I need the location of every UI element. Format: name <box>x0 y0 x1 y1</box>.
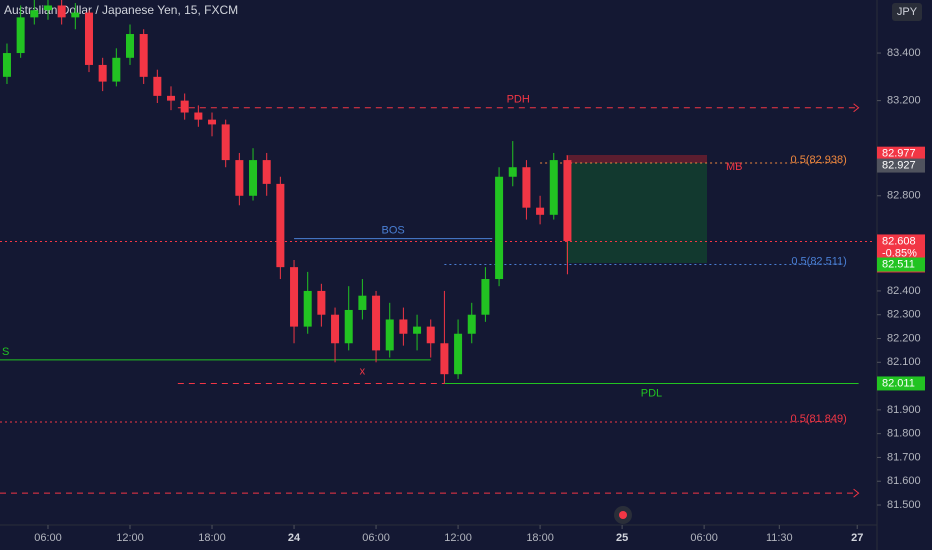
price-tag-extra: -0.85% <box>882 247 917 259</box>
candle-body <box>495 176 504 280</box>
y-tick-label: 81.600 <box>887 475 921 487</box>
candle-body <box>57 5 66 18</box>
x-tick-label: 27 <box>851 532 863 544</box>
candle-body <box>399 319 408 334</box>
candle-body <box>71 12 80 18</box>
y-tick-label: 82.200 <box>887 332 921 344</box>
y-tick-label: 82.100 <box>887 356 921 368</box>
level-arrow <box>853 488 860 498</box>
candle-body <box>98 64 107 82</box>
x-tick-label: 25 <box>616 532 628 544</box>
price-tag <box>877 146 925 161</box>
replay-dot <box>619 511 627 519</box>
candle-body <box>153 76 162 96</box>
candle-body <box>522 167 531 208</box>
candle-body <box>139 34 148 77</box>
candle-body <box>221 124 230 161</box>
level-label: 0.5(82.938) <box>791 154 847 166</box>
level-label: PDL <box>641 387 662 399</box>
candle-body <box>549 160 558 215</box>
price-tag-label: 82.608 <box>882 235 916 247</box>
price-tag-label: 82.511 <box>882 258 915 270</box>
candle-body <box>249 160 258 196</box>
candle-body <box>208 119 217 125</box>
candle-body <box>84 12 93 65</box>
candle-body <box>331 314 340 344</box>
candle-body <box>454 333 463 375</box>
candle-body <box>262 160 271 184</box>
candle-body <box>2 53 11 77</box>
y-tick-label: 83.200 <box>887 95 921 107</box>
candle-body <box>317 290 326 315</box>
reward-zone <box>566 163 707 263</box>
level-label: S <box>2 346 9 358</box>
candle-body <box>426 326 435 344</box>
candle-body <box>344 309 353 344</box>
price-tag <box>877 376 925 391</box>
level-label: 0.5(82.511) <box>791 255 846 267</box>
y-tick-label: 81.700 <box>887 451 921 463</box>
chart-title: Australian Dollar / Japanese Yen, 15, FX… <box>4 3 238 17</box>
level-label: 0.5(81.849) <box>791 413 847 425</box>
candle-body <box>180 100 189 113</box>
candle-body <box>481 279 490 315</box>
level-label: PDH <box>507 94 530 106</box>
price-tag <box>877 257 925 272</box>
candle-body <box>508 167 517 177</box>
candle-body <box>385 319 394 351</box>
candle-body <box>563 160 572 241</box>
marker-label: x <box>524 168 530 180</box>
candle-body <box>235 160 244 196</box>
candle-body <box>372 295 381 351</box>
candle-body <box>413 326 422 334</box>
y-tick-label: 81.800 <box>887 428 921 440</box>
candle-body <box>358 295 367 310</box>
level-label: BOS <box>382 224 405 236</box>
candle-body <box>16 17 25 54</box>
candle-body <box>112 57 121 82</box>
y-tick-label: 81.500 <box>887 499 921 511</box>
marker-label: MB <box>726 161 743 173</box>
candle-body <box>125 34 134 58</box>
price-tag-label: 82.977 <box>882 148 916 160</box>
level-arrow <box>853 103 860 113</box>
currency-button[interactable] <box>892 3 922 21</box>
candle-body <box>290 267 299 327</box>
x-tick-label: 12:00 <box>116 532 144 544</box>
candle-body <box>167 95 176 101</box>
currency-label[interactable]: JPY <box>897 6 918 18</box>
candle-body <box>467 314 476 334</box>
x-tick-label: 18:00 <box>198 532 226 544</box>
x-tick-label: 11:30 <box>766 532 793 544</box>
price-tag <box>877 158 925 173</box>
marker-label: x <box>360 366 366 378</box>
candle-body <box>30 10 39 18</box>
y-tick-label: 81.900 <box>887 404 921 416</box>
price-tag-label: 82.927 <box>882 159 916 171</box>
y-tick-label: 83.400 <box>887 47 921 59</box>
y-tick-label: 82.300 <box>887 309 921 321</box>
x-tick-label: 06:00 <box>690 532 718 544</box>
x-tick-label: 06:00 <box>362 532 390 544</box>
y-tick-label: 82.400 <box>887 285 921 297</box>
candle-body <box>536 207 545 215</box>
x-tick-label: 24 <box>288 532 301 544</box>
candle-body <box>276 183 285 268</box>
x-tick-label: 06:00 <box>34 532 62 544</box>
x-tick-label: 12:00 <box>444 532 472 544</box>
price-tag-label: 82.011 <box>882 377 915 389</box>
candle-body <box>303 290 312 327</box>
candle-body <box>440 343 449 375</box>
x-tick-label: 18:00 <box>526 532 554 544</box>
risk-zone <box>566 155 707 163</box>
y-tick-label: 82.800 <box>887 190 921 202</box>
candle-body <box>194 112 203 120</box>
candle-body <box>43 5 52 11</box>
